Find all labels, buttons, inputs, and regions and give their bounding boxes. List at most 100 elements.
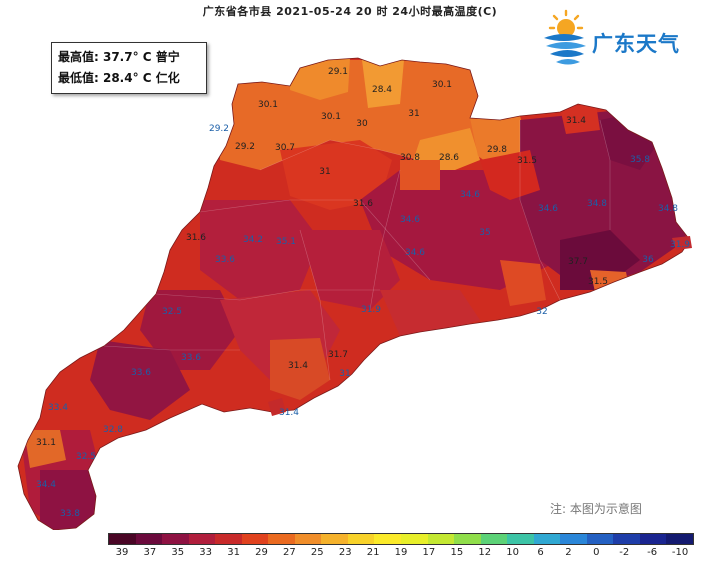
legend-tick-label: 29	[255, 547, 268, 558]
legend-tick-label: 19	[394, 547, 408, 558]
legend-swatch	[321, 534, 348, 544]
legend-tick-label: 2	[565, 547, 572, 558]
map-value-label: 34.2	[243, 235, 263, 245]
island-shape	[672, 236, 692, 250]
map-value-label: 33.8	[60, 509, 80, 519]
map-value-label: 31	[408, 109, 419, 119]
temperature-legend-bar	[108, 533, 694, 545]
legend-tick-label: 12	[478, 547, 492, 558]
legend-swatch	[188, 534, 216, 544]
page-title: 广东省各市县 2021-05-24 20 时 24小时最高温度(C)	[202, 5, 498, 18]
map-value-label: 31.9	[670, 240, 690, 250]
county-borders	[103, 119, 611, 381]
temperature-map: 29.1 28.4 30.1 30.1 30.1 30 31 29.2 29.2 30.7 30.8…	[17, 57, 692, 530]
map-value-label: 30.7	[275, 143, 295, 153]
map-value-label: 29.8	[487, 145, 507, 155]
map-value-label: 29.2	[209, 124, 229, 134]
legend-swatch	[454, 534, 481, 544]
legend-swatch	[135, 534, 163, 544]
map-value-label: 32.5	[76, 452, 96, 462]
legend-swatch	[613, 534, 640, 544]
map-value-label: 28.6	[439, 153, 459, 163]
map-value-label: 30.1	[432, 80, 452, 90]
legend-tick-label: -6	[647, 547, 658, 558]
legend-tick-label: 39	[115, 547, 129, 558]
map-value-label: 30.1	[258, 100, 278, 110]
map-value-label: 34.6	[400, 215, 420, 225]
map-value-label: 31.7	[328, 350, 348, 360]
legend-swatch	[241, 534, 269, 544]
map-value-label: 31.5	[588, 277, 608, 287]
map-value-label: 29.1	[328, 67, 348, 77]
legend-tick-label: 27	[283, 547, 296, 558]
map-value-label: 30.1	[321, 112, 341, 122]
legend-swatch	[586, 534, 614, 544]
legend-swatch	[427, 534, 455, 544]
map-value-label: 31.4	[288, 361, 308, 371]
legend-tick-label: 31	[227, 547, 240, 558]
legend-swatch	[666, 534, 694, 544]
map-value-label: 31.4	[566, 116, 586, 126]
map-value-label: 32.5	[162, 307, 182, 317]
legend-swatch	[639, 534, 667, 544]
province-regions	[18, 58, 690, 530]
map-value-label: 35	[479, 228, 490, 238]
map-value-label: 33.6	[215, 255, 235, 265]
legend-swatch	[401, 534, 428, 544]
stats-box: 最高值: 37.7° C 普宁 最低值: 28.4° C 仁化	[51, 42, 207, 94]
legend-tick-label: 15	[450, 547, 464, 558]
legend-tick-label: 21	[366, 547, 380, 558]
legend-swatch	[294, 534, 322, 544]
legend-swatch	[533, 534, 561, 544]
map-value-label: 31.6	[353, 199, 373, 209]
map-value-label: 31.5	[517, 156, 537, 166]
map-value-label: 31.4	[279, 408, 299, 418]
legend-swatch	[162, 534, 189, 544]
map-value-label: 33.4	[48, 403, 68, 413]
map-value-label: 28.4	[372, 85, 392, 95]
legend-swatch	[480, 534, 508, 544]
map-value-label: 33.6	[131, 368, 151, 378]
legend-tick-label: 35	[171, 547, 185, 558]
legend-swatch	[109, 534, 136, 544]
map-value-label: 32.8	[103, 425, 123, 435]
legend-swatch	[507, 534, 534, 544]
legend-tick-label: 33	[199, 547, 213, 558]
map-value-label: 30	[356, 119, 368, 129]
province-border	[17, 57, 691, 530]
map-value-label: 31	[319, 167, 330, 177]
legend-swatch	[560, 534, 587, 544]
map-value-labels: 29.1 28.4 30.1 30.1 30.1 30 31 29.2 29.2 30.7 30.8…	[36, 67, 690, 519]
map-value-label: 33.6	[181, 353, 201, 363]
legend-swatch	[268, 534, 295, 544]
legend-tick-label: 10	[506, 547, 519, 558]
map-value-label: 34.6	[538, 204, 558, 214]
legend-tick-label: 6	[537, 547, 544, 558]
legend-swatch	[215, 534, 242, 544]
map-value-label: 37.7	[568, 257, 588, 267]
map-value-label: 34.8	[587, 199, 607, 209]
map-note: 注: 本图为示意图	[550, 502, 642, 516]
map-value-label: 36	[642, 255, 654, 265]
legend-tick-label: 23	[338, 547, 352, 558]
map-value-label: 35.8	[630, 155, 650, 165]
temperature-legend-ticks: 39 37 35 33 31 29 27 25 23 21 19 17 15 12 10 6 2 0 -2 -6 -10	[108, 547, 694, 561]
brand-logo: 广东天气	[536, 8, 704, 70]
map-value-label: 31.9	[361, 305, 381, 315]
map-value-label: 32	[536, 307, 547, 317]
island-shape	[268, 398, 286, 416]
legend-tick-label: -10	[671, 547, 689, 558]
legend-swatch	[374, 534, 402, 544]
map-value-label: 31	[339, 369, 350, 379]
legend-tick-label: -2	[619, 547, 630, 558]
brand-name: 广东天气	[592, 32, 680, 56]
map-value-label: 34.4	[36, 480, 56, 490]
legend-tick-label: 25	[310, 547, 324, 558]
legend-tick-label: 37	[143, 547, 157, 558]
map-value-label: 34.6	[405, 248, 425, 258]
map-value-label: 34.8	[658, 204, 678, 214]
legend-tick-label: 17	[422, 547, 436, 558]
min-value-label: 最低值: 28.4° C 仁化	[58, 71, 180, 85]
max-value-label: 最高值: 37.7° C 普宁	[58, 50, 180, 64]
legend-tick-label: 0	[593, 547, 600, 558]
